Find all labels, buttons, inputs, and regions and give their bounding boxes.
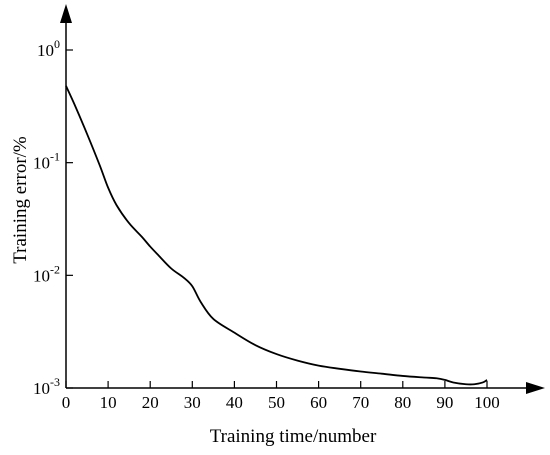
y-tick-base: 10 <box>33 154 50 173</box>
y-tick-label: 10-2 <box>33 262 60 285</box>
axes <box>60 4 545 394</box>
x-ticks: 0 10 20 30 40 50 60 70 80 90 100 <box>62 381 500 412</box>
series-layer <box>65 85 488 386</box>
y-tick-exponent: -3 <box>50 375 60 389</box>
x-tick-label: 0 <box>62 393 71 412</box>
x-tick-label: 90 <box>436 393 453 412</box>
x-tick-label: 70 <box>352 393 369 412</box>
x-tick-label: 80 <box>394 393 411 412</box>
x-tick-label: 10 <box>100 393 117 412</box>
y-axis-title: Training error/% <box>10 136 31 264</box>
series-line-0 <box>65 85 488 386</box>
x-tick-label: 20 <box>142 393 159 412</box>
x-tick-label: 50 <box>268 393 285 412</box>
y-tick-label: 10-1 <box>33 150 60 173</box>
y-tick-exponent: 0 <box>54 37 60 51</box>
y-tick-label: 10-3 <box>33 375 60 398</box>
x-tick-label: 60 <box>310 393 327 412</box>
y-tick-exponent: -2 <box>50 262 60 276</box>
y-axis-arrow <box>60 4 72 23</box>
y-tick-label: 100 <box>37 37 60 60</box>
x-axis-arrow <box>526 382 545 394</box>
y-tick-exponent: -1 <box>50 150 60 164</box>
x-axis-title: Training time/number <box>210 426 377 447</box>
x-tick-label: 30 <box>184 393 201 412</box>
y-tick-base: 10 <box>33 379 50 398</box>
y-tick-base: 10 <box>37 41 54 60</box>
y-tick-base: 10 <box>33 266 50 285</box>
x-tick-label: 40 <box>226 393 243 412</box>
x-tick-label: 100 <box>474 393 500 412</box>
